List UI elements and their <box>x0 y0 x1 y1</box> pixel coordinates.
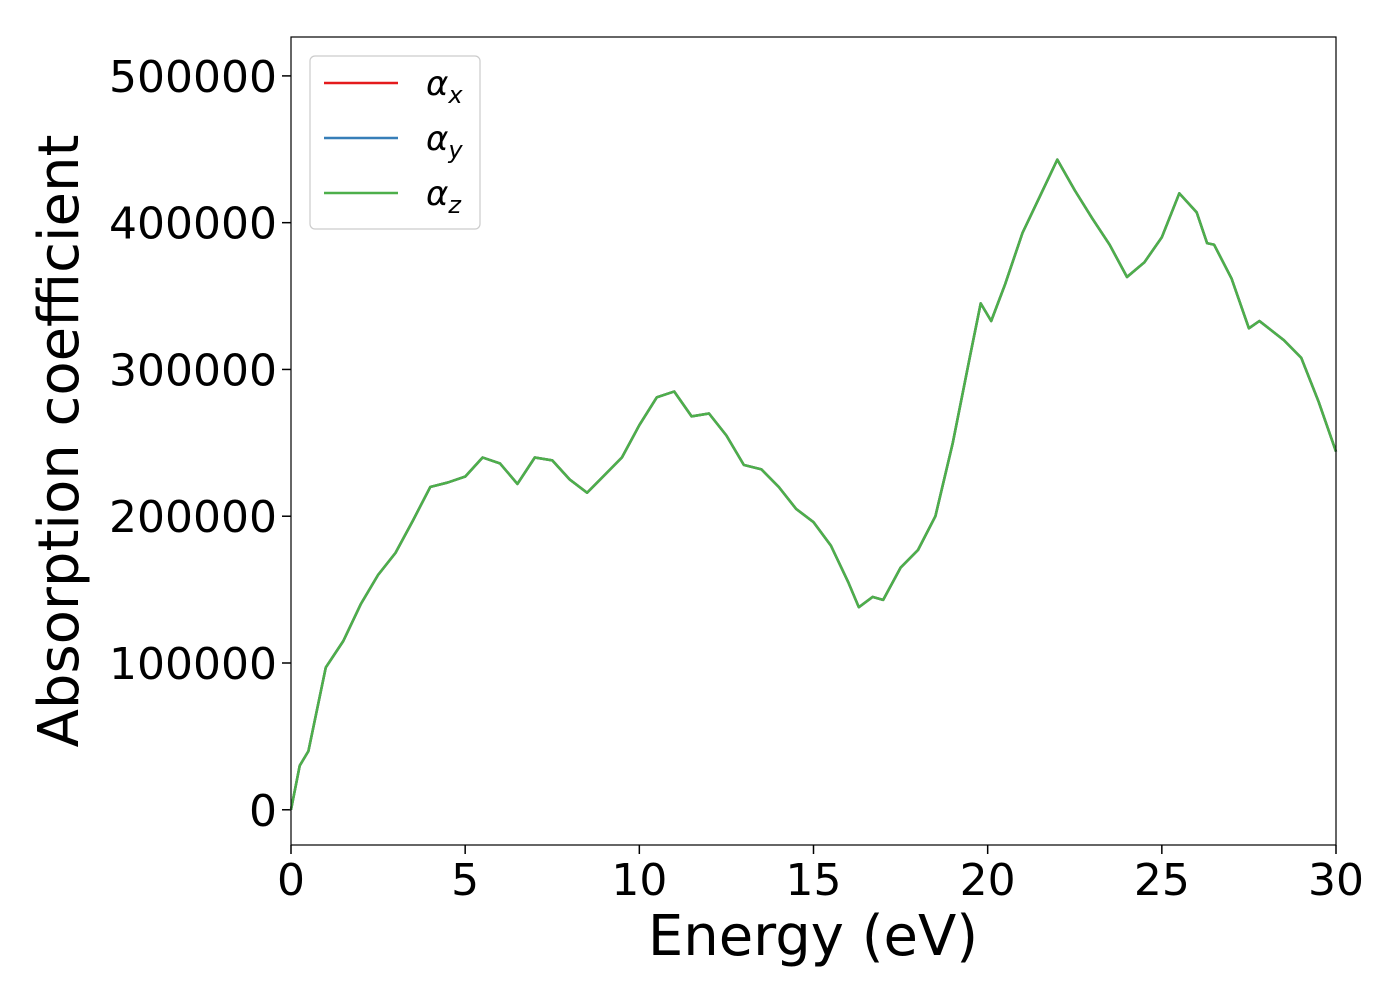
plot-frame <box>290 36 1337 846</box>
legend-label: αy <box>426 119 463 164</box>
x-axis-label: Energy (eV) <box>648 904 978 969</box>
x-tick-label: 25 <box>1134 855 1190 906</box>
y-tick-label: 300000 <box>109 345 277 396</box>
y-axis-label: Absorption coefficient <box>27 135 92 748</box>
x-tick-label: 0 <box>277 855 305 906</box>
x-tick-label: 20 <box>960 855 1016 906</box>
line-series <box>289 158 1338 811</box>
x-tick-label: 30 <box>1308 855 1364 906</box>
x-tick-label: 5 <box>451 855 479 906</box>
legend-label: αx <box>426 64 463 109</box>
x-tick-label: 15 <box>786 855 842 906</box>
legend: αx αy αz <box>309 55 481 230</box>
y-tick-label: 200000 <box>109 492 277 543</box>
legend-box <box>309 55 481 230</box>
line-series <box>289 158 1338 811</box>
y-tick-label: 500000 <box>109 52 277 103</box>
y-tick-label: 100000 <box>109 639 277 690</box>
line-series <box>289 158 1338 811</box>
y-tick-label: 400000 <box>109 199 277 250</box>
y-tick-label: 0 <box>249 786 277 837</box>
legend-label: αz <box>426 174 462 219</box>
x-tick-label: 10 <box>611 855 667 906</box>
